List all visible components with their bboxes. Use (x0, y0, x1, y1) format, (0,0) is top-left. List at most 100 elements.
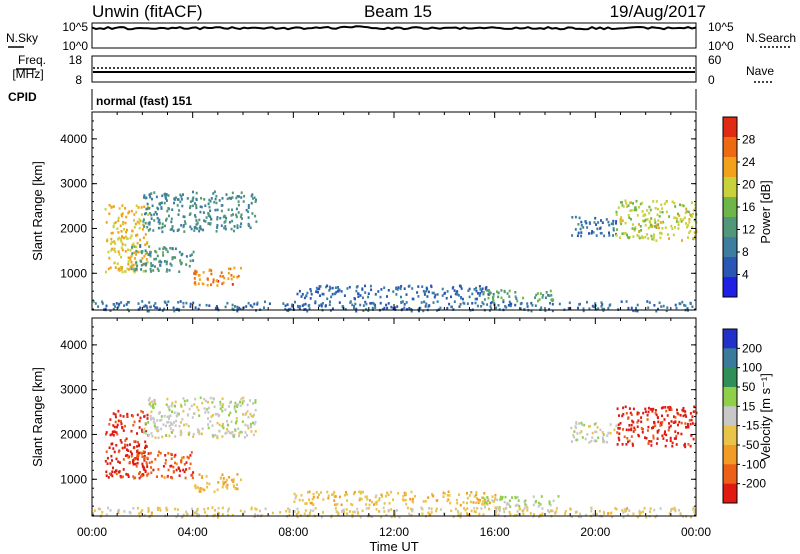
power-cell (117, 250, 120, 253)
power-cell (646, 300, 649, 303)
power-cell (675, 306, 678, 310)
power-cell (208, 198, 211, 202)
power-cell (582, 226, 585, 229)
power-cell (634, 309, 637, 313)
power-cell (145, 258, 148, 261)
power-cell (128, 268, 131, 271)
power-cell (127, 248, 129, 252)
velocity-cell (576, 438, 579, 442)
power-cell (207, 222, 210, 225)
velocity-cell (601, 436, 604, 439)
velocity-cell (380, 493, 383, 497)
velocity-cell (194, 397, 197, 401)
velocity-cell (526, 509, 529, 512)
power-colorbar-tick-label: 4 (742, 268, 749, 282)
velocity-cell (214, 412, 217, 416)
velocity-cell (188, 407, 191, 411)
power-cell (230, 214, 233, 217)
power-cell (674, 226, 676, 229)
power-cell (612, 228, 615, 232)
power-cell (144, 304, 147, 307)
power-cell (621, 219, 624, 222)
power-cell (670, 224, 673, 228)
velocity-cell (201, 401, 204, 405)
power-cell (141, 250, 144, 253)
power-cell (396, 305, 399, 308)
velocity-cell (218, 429, 221, 433)
power-cell (549, 301, 551, 305)
power-cell (236, 275, 239, 279)
velocity-cell (253, 515, 256, 518)
power-cell (152, 269, 155, 272)
velocity-cell (657, 429, 660, 432)
power-cell (624, 221, 627, 225)
power-cell (444, 291, 446, 295)
velocity-cell (140, 410, 143, 413)
power-cell (657, 307, 659, 311)
velocity-cell (646, 418, 649, 421)
velocity-cell (111, 430, 114, 434)
velocity-echo-region (482, 495, 560, 509)
power-cell (315, 286, 318, 290)
velocity-cell (524, 499, 527, 502)
power-cell (692, 208, 695, 212)
velocity-cell (486, 496, 489, 499)
velocity-cell (498, 509, 501, 513)
power-cell (110, 237, 113, 241)
power-cell (121, 235, 123, 238)
velocity-cell (676, 411, 679, 415)
velocity-cell (450, 509, 453, 513)
power-cell (687, 224, 690, 227)
power-cell (236, 308, 239, 311)
velocity-cell (164, 454, 167, 457)
velocity-cell (271, 511, 274, 515)
velocity-cell (190, 404, 193, 408)
velocity-cell (221, 485, 224, 489)
velocity-cell (687, 443, 690, 446)
velocity-cell (144, 469, 147, 473)
power-cell (685, 222, 687, 225)
power-cell (152, 229, 155, 232)
velocity-cell (238, 432, 241, 435)
power-cell (231, 307, 234, 310)
power-cell (171, 208, 174, 211)
velocity-cell (665, 433, 668, 437)
power-cell (612, 219, 615, 223)
velocity-cell (583, 423, 586, 427)
power-cell (633, 227, 636, 231)
power-cell (109, 266, 112, 269)
power-cell (128, 309, 130, 313)
velocity-cell (246, 424, 249, 428)
velocity-cell (97, 507, 100, 511)
velocity-cell (231, 434, 234, 437)
power-cell (253, 196, 256, 200)
power-cell (355, 309, 358, 313)
power-cell (479, 288, 482, 291)
power-cell (160, 226, 163, 230)
power-cell (328, 303, 331, 306)
velocity-cell (348, 510, 351, 513)
velocity-cell (315, 491, 318, 494)
power-cell (255, 220, 258, 223)
velocity-cell (207, 423, 210, 426)
power-cell (653, 304, 656, 307)
power-cell (601, 221, 604, 224)
velocity-cell (644, 410, 647, 414)
power-cell (121, 204, 124, 207)
velocity-cell (118, 508, 120, 512)
velocity-colorbar-tick-label: -50 (742, 438, 760, 452)
power-cell (101, 302, 104, 305)
velocity-cell (690, 418, 693, 422)
velocity-cell (124, 443, 126, 447)
velocity-cell (182, 513, 185, 517)
power-cell (237, 200, 240, 203)
power-cell (484, 287, 487, 291)
power-cell (238, 306, 241, 310)
velocity-cell (167, 406, 170, 409)
power-cell (634, 226, 637, 229)
power-cell (198, 218, 201, 222)
velocity-cell (601, 431, 604, 434)
power-cell (403, 306, 406, 310)
velocity-cell (234, 487, 237, 491)
power-cell (687, 210, 690, 214)
